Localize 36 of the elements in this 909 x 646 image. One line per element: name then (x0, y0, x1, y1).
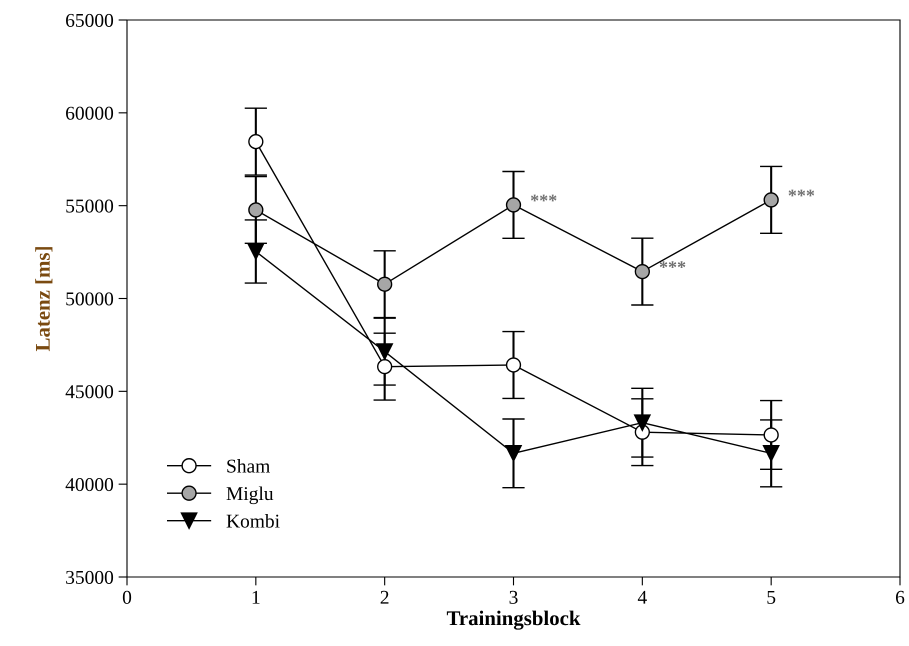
x-tick-label: 3 (510, 590, 518, 604)
point (505, 445, 522, 462)
y-tick-label: 60000 (66, 106, 114, 120)
point (248, 243, 264, 260)
x-tick-label: 2 (380, 590, 388, 604)
y-axis-title: Latenz [ms] (35, 247, 52, 352)
x-tick-label: 6 (896, 590, 904, 604)
annotation: *** (788, 190, 814, 196)
y-tick-label: 40000 (66, 478, 114, 492)
point (376, 343, 393, 360)
annotation: *** (660, 261, 686, 268)
legend-label: Miglu (226, 486, 274, 504)
point (634, 414, 651, 432)
point (248, 134, 264, 150)
x-tick-label: 1 (252, 590, 260, 604)
point (762, 445, 780, 462)
legend-label: Sham (227, 459, 270, 473)
y-tick-label: 45000 (66, 385, 114, 398)
point (506, 357, 522, 373)
x-tick-label: 5 (767, 590, 776, 604)
legend-label: Kombi (226, 514, 280, 528)
x-tick-label: 4 (638, 590, 647, 604)
y-tick-label: 50000 (66, 292, 114, 306)
point (377, 359, 392, 374)
x-axis-title: Trainingsblock (446, 610, 580, 630)
y-tick-label: 65000 (66, 14, 114, 27)
x-tick-label: 0 (122, 590, 132, 604)
y-tick-label: 35000 (66, 570, 114, 584)
point (634, 264, 650, 280)
point (764, 427, 779, 443)
y-tick-label: 55000 (66, 199, 114, 213)
point (377, 276, 392, 292)
annotation: *** (530, 194, 556, 202)
point (506, 197, 522, 213)
point (764, 192, 779, 208)
point (248, 202, 264, 218)
